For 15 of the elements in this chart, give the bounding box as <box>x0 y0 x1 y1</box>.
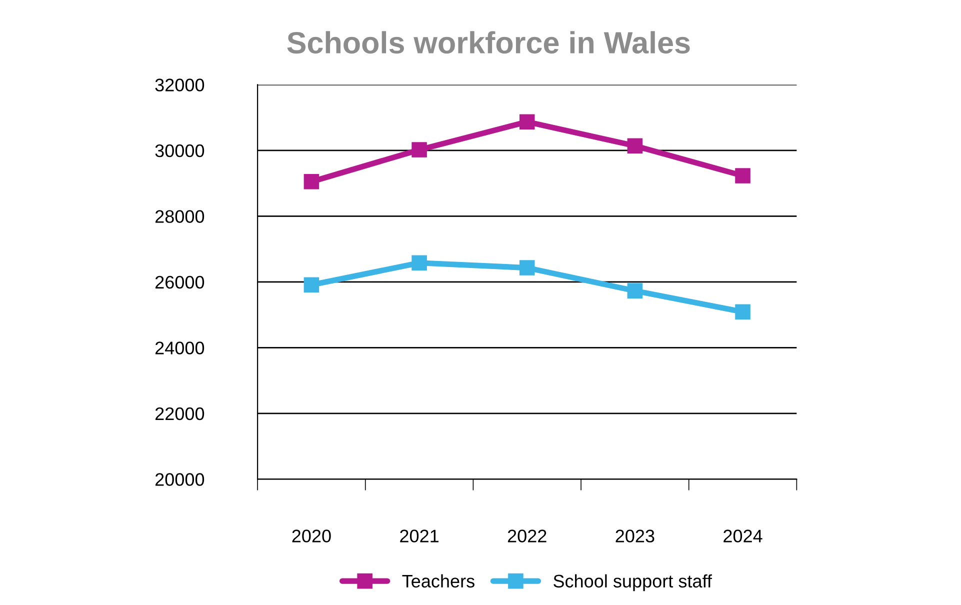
x-tick-label: 2020 <box>292 530 331 542</box>
chart-title: Schools workforce in Wales <box>287 31 690 54</box>
y-tick-label: 24000 <box>155 342 204 354</box>
x-tick-label: 2024 <box>724 530 762 542</box>
y-tick-label: 22000 <box>155 407 204 420</box>
y-tick-label: 28000 <box>155 210 204 223</box>
legend-label: Teachers <box>402 574 474 588</box>
y-tick-label: 32000 <box>155 78 204 92</box>
x-tick-label: 2023 <box>616 530 654 542</box>
x-tick-label: 2021 <box>400 530 438 542</box>
x-tick-label: 2022 <box>508 530 546 542</box>
legend-label: School support staff <box>554 574 712 592</box>
y-tick-label: 26000 <box>155 276 204 289</box>
y-tick-label: 20000 <box>155 473 204 486</box>
y-tick-label: 30000 <box>155 144 204 158</box>
